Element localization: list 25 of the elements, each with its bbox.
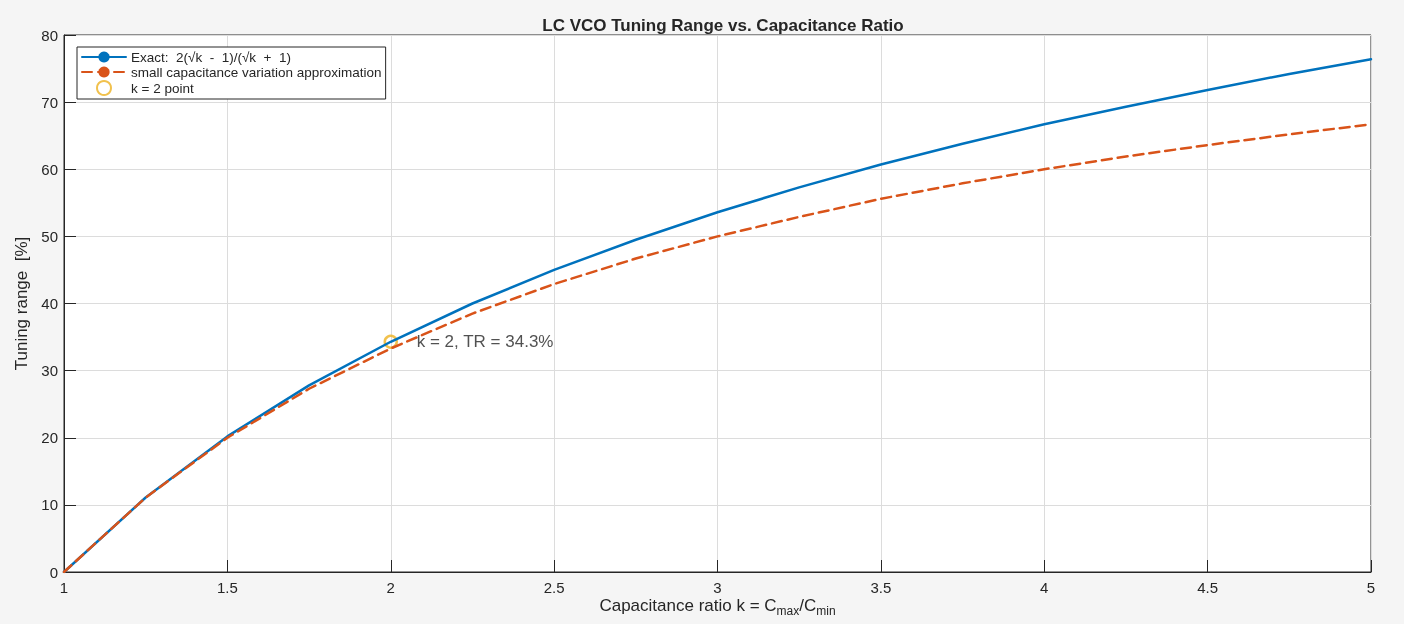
y-tick-label: 70: [41, 93, 58, 111]
x-tick-label: 1: [59, 579, 69, 596]
legend-label: small capacitance variation approximation: [131, 64, 382, 80]
legend-label: Exact: 2(√k - 1)/(√k + 1): [131, 49, 291, 65]
x-tick-label: 5: [1366, 579, 1376, 596]
x-tick-label: 4.5: [1197, 579, 1219, 596]
y-tick-label: 50: [41, 227, 58, 245]
x-axis-title: Capacitance ratio k = C$_{max}$/C$_{min}$: [598, 596, 837, 619]
x-tick-label: 2.5: [543, 579, 565, 596]
y-tick-label: 10: [41, 496, 58, 514]
y-tick-label: 0: [49, 563, 58, 581]
x-tick-label: 2: [386, 579, 395, 596]
y-axis-title: Tuning range [%]: [12, 236, 31, 371]
annotation: k = 2, TR = 34.3%: [416, 332, 554, 352]
y-tick-label: 20: [41, 429, 58, 447]
y-tick-label: 60: [41, 160, 58, 178]
x-tick-label: 1.5: [216, 579, 238, 596]
legend-label: k = 2 point: [131, 80, 194, 96]
x-tick-label: 3.5: [870, 579, 892, 596]
y-tick-label: 30: [41, 362, 58, 380]
x-tick-label: 4: [1040, 579, 1049, 596]
x-tick-label: 3: [713, 579, 722, 596]
chart-title: LC VCO Tuning Range vs. Capacitance Ratio: [542, 16, 904, 35]
y-tick-label: 40: [41, 295, 58, 312]
y-tick-label: 80: [41, 26, 58, 44]
